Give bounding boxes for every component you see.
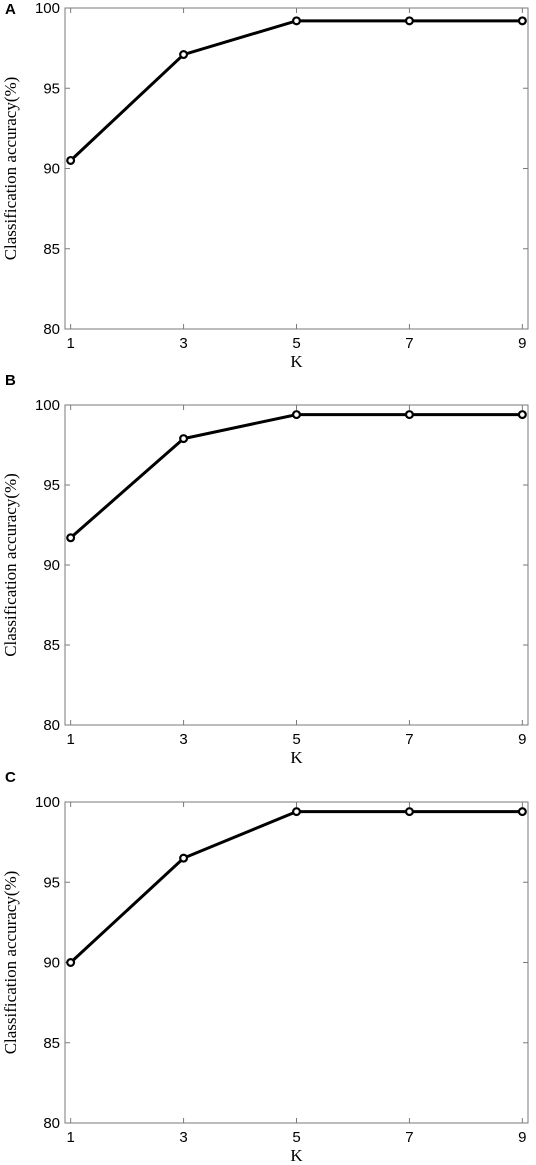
- x-tick-label: 3: [179, 1129, 187, 1146]
- y-tick-label: 85: [43, 1035, 60, 1052]
- data-point: [292, 807, 302, 817]
- x-tick-label: 5: [292, 731, 300, 748]
- y-tick-label: 100: [35, 0, 60, 17]
- y-tick-label: 90: [43, 955, 60, 972]
- plot-frame: [64, 404, 529, 726]
- y-tick-label: 95: [43, 874, 60, 891]
- data-point: [66, 155, 76, 165]
- data-point: [404, 807, 414, 817]
- x-tick-label: 9: [518, 731, 526, 748]
- data-point: [66, 533, 76, 543]
- y-tick-label: 80: [43, 321, 60, 338]
- panel-letter: B: [5, 372, 16, 389]
- data-point: [292, 410, 302, 420]
- data-point: [179, 50, 189, 60]
- data-point: [517, 807, 527, 817]
- series-line: [69, 19, 523, 162]
- y-tick-label: 85: [43, 637, 60, 654]
- x-tick-label: 3: [179, 335, 187, 352]
- plot-frame: [64, 7, 529, 330]
- x-axis-title: K: [290, 748, 303, 767]
- y-axis-title: Classification accuracy(%): [1, 871, 20, 1055]
- y-tick-label: 85: [43, 241, 60, 258]
- chart-panel-a: A 80 85 90 95 100 1 3 5 7 9 K Classification accurac…: [1, 0, 529, 371]
- y-axis-title: Classification accuracy(%): [1, 473, 20, 657]
- y-tick-label: 80: [43, 717, 60, 734]
- x-tick-label: 1: [66, 1129, 74, 1146]
- x-tick-label: 5: [292, 335, 300, 352]
- series-line: [69, 810, 523, 964]
- y-axis-title: Classification accuracy(%): [1, 77, 20, 261]
- plot-frame: [64, 801, 529, 1124]
- y-tick-label: 95: [43, 477, 60, 494]
- y-tick-label: 95: [43, 80, 60, 97]
- x-tick-label: 7: [405, 335, 413, 352]
- data-point: [179, 853, 189, 863]
- data-point: [179, 434, 189, 444]
- chart-panel-c: C 80 85 90 95 100 1 3 5 7 9 K Classification accurac…: [1, 769, 529, 1165]
- data-point: [517, 410, 527, 420]
- data-point: [292, 16, 302, 26]
- panel-letter: A: [5, 1, 16, 18]
- x-tick-label: 9: [518, 335, 526, 352]
- y-tick-label: 100: [35, 397, 60, 414]
- y-tick-label: 100: [35, 794, 60, 811]
- data-point: [404, 16, 414, 26]
- x-tick-label: 3: [179, 731, 187, 748]
- x-tick-label: 1: [66, 731, 74, 748]
- x-axis-title: K: [290, 1146, 303, 1165]
- panel-letter: C: [5, 769, 16, 786]
- data-point: [517, 16, 527, 26]
- x-tick-label: 5: [292, 1129, 300, 1146]
- series-line: [69, 413, 523, 539]
- y-tick-label: 90: [43, 161, 60, 178]
- x-tick-label: 9: [518, 1129, 526, 1146]
- y-tick-label: 80: [43, 1115, 60, 1132]
- data-point: [404, 410, 414, 420]
- x-tick-label: 7: [405, 731, 413, 748]
- data-point: [66, 957, 76, 967]
- x-tick-label: 7: [405, 1129, 413, 1146]
- x-tick-label: 1: [66, 335, 74, 352]
- chart-panel-b: B 80 85 90 95 100 1 3 5 7 9 K Classification accurac…: [1, 372, 529, 767]
- y-tick-label: 90: [43, 557, 60, 574]
- x-axis-title: K: [290, 352, 303, 371]
